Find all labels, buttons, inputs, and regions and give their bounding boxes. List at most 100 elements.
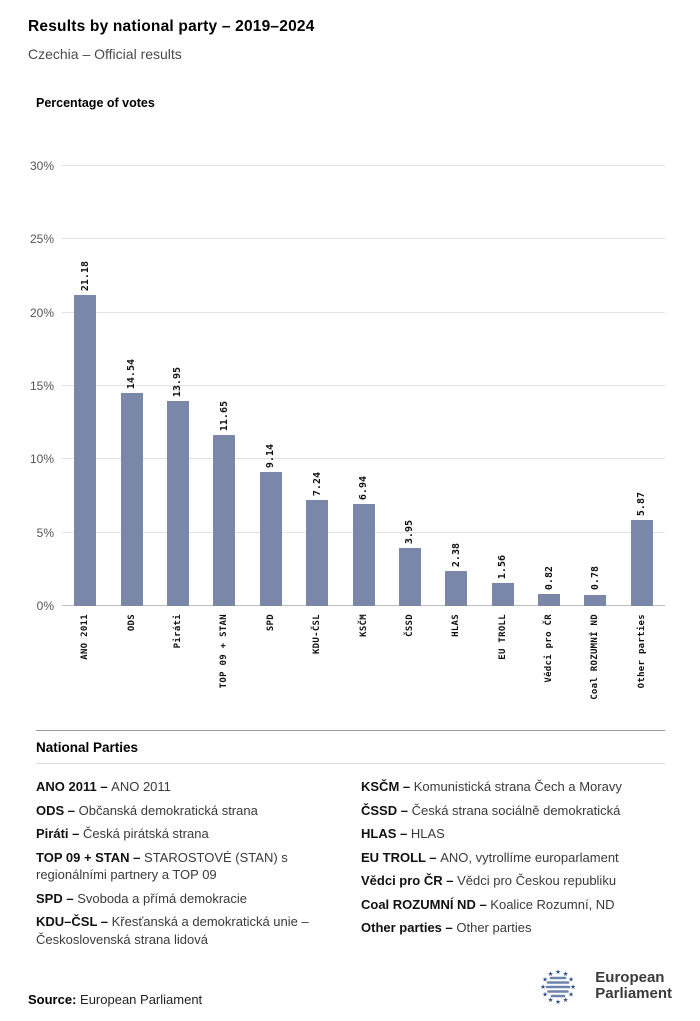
svg-text:★: ★ bbox=[542, 976, 548, 984]
y-tick-label: 20% bbox=[29, 305, 54, 320]
source-value: European Parliament bbox=[80, 992, 203, 1007]
legend-item-abbr: TOP 09 + STAN – bbox=[36, 849, 145, 865]
bar-value-label: 3.95 bbox=[404, 519, 416, 545]
bar bbox=[445, 571, 468, 606]
bar-slot: 13.95 bbox=[155, 166, 201, 606]
legend-item-desc: ANO 2011 bbox=[111, 779, 171, 794]
european-parliament-logo: ★ ★ ★ ★ ★ ★ ★ ★ ★ ★ ★ ★ European Parliam… bbox=[529, 965, 672, 1007]
bar bbox=[630, 519, 653, 606]
legend-item: KSČM – Komunistická strana Čech a Moravy bbox=[361, 778, 665, 796]
plot-area: 21.18 14.54 13.95 11.65 9.14 7.24 6.94 3.95 2.38… bbox=[30, 159, 665, 613]
legend-item: Vědci pro ČR – Vědci pro Českou republik… bbox=[361, 872, 665, 890]
source-note: Source: European Parliament bbox=[28, 992, 202, 1007]
bar-slot: 9.14 bbox=[248, 166, 294, 606]
x-axis-label-cell: HLAS bbox=[433, 606, 479, 730]
legend-column: KSČM – Komunistická strana Čech a Moravy… bbox=[361, 778, 665, 954]
bar-value-label: 21.18 bbox=[79, 261, 91, 292]
page-subtitle: Czechia – Official results bbox=[28, 46, 182, 62]
legend-item-desc: Vědci pro Českou republiku bbox=[457, 873, 617, 889]
legend-item-abbr: Coal ROZUMNÍ ND – bbox=[361, 896, 491, 912]
bar-value-label: 5.87 bbox=[636, 491, 648, 516]
legend-item: Other parties – Other parties bbox=[361, 919, 665, 937]
legend-item-desc: Svoboda a přímá demokracie bbox=[77, 890, 247, 906]
legend-item-abbr: Piráti – bbox=[36, 826, 83, 842]
legend-item: ODS – Občanská demokratická strana bbox=[36, 802, 361, 820]
svg-text:★: ★ bbox=[568, 976, 574, 984]
page-title: Results by national party – 2019–2024 bbox=[28, 18, 315, 35]
x-axis-label-cell: Vědci pro ČR bbox=[526, 606, 572, 730]
svg-text:★: ★ bbox=[555, 968, 561, 976]
bar-value-label: 14.54 bbox=[126, 358, 138, 389]
bar bbox=[584, 594, 607, 606]
svg-text:★: ★ bbox=[540, 983, 546, 991]
bar-value-label: 11.65 bbox=[218, 401, 230, 432]
x-axis-label: Vědci pro ČR bbox=[544, 614, 555, 683]
source-label: Source: bbox=[28, 992, 77, 1007]
legend-item-desc: Křesťanská a demokratická unie – Českosl… bbox=[36, 914, 309, 947]
legend-item-desc: Česká strana sociálně demokratická bbox=[411, 802, 621, 818]
gridline bbox=[62, 385, 665, 386]
legend-item: ANO 2011 – ANO 2011 bbox=[36, 778, 361, 796]
x-axis-label-cell: ČSSD bbox=[387, 606, 433, 730]
legend-item-desc: STAROSTOVÉ (STAN) s regionálními partner… bbox=[36, 849, 288, 883]
bar-value-label: 9.14 bbox=[265, 443, 277, 468]
bar-slot: 6.94 bbox=[340, 166, 386, 606]
x-axis-label: ODS bbox=[126, 614, 137, 632]
y-tick-label: 15% bbox=[29, 379, 54, 393]
x-axis-label: KDU-ČSL bbox=[312, 614, 323, 655]
bar-value-label: 0.82 bbox=[543, 565, 555, 590]
legend-item-abbr: HLAS – bbox=[361, 826, 411, 842]
svg-text:★: ★ bbox=[568, 991, 574, 999]
x-axis-label: ČSSD bbox=[404, 614, 415, 637]
logo-text: European Parliament bbox=[595, 969, 672, 1002]
bar-value-label: 6.94 bbox=[358, 476, 370, 501]
legend-item: SPD – Svoboda a přímá demokracie bbox=[36, 890, 361, 908]
legend-item: Coal ROZUMNÍ ND – Koalice Rozumní, ND bbox=[361, 896, 665, 914]
x-axis-label: EU TROLL bbox=[497, 614, 508, 660]
x-axis-label-cell: TOP 09 + STAN bbox=[201, 606, 247, 730]
x-axis-label-cell: EU TROLL bbox=[480, 606, 526, 730]
x-axis-label-cell: ODS bbox=[108, 606, 154, 730]
bar bbox=[74, 295, 97, 606]
legend-item-desc: Komunistická strana Čech a Moravy bbox=[413, 779, 622, 794]
bar bbox=[213, 435, 236, 606]
x-axis-label: HLAS bbox=[451, 614, 462, 637]
svg-text:★: ★ bbox=[548, 970, 554, 978]
legend-item-abbr: ANO 2011 – bbox=[36, 779, 112, 794]
x-axis-label-cell: KSČM bbox=[340, 606, 386, 730]
x-axis-label-cell: Piráti bbox=[155, 606, 201, 730]
bar bbox=[259, 471, 282, 606]
gridline bbox=[62, 458, 665, 460]
bar bbox=[538, 593, 561, 606]
bar bbox=[352, 504, 375, 606]
legend-item: KDU–ČSL – Křesťanská a demokratická unie… bbox=[36, 913, 361, 948]
chart-title: Percentage of votes bbox=[36, 96, 155, 110]
legend-item-desc: HLAS bbox=[410, 826, 445, 842]
legend-item: ČSSD – Česká strana sociálně demokratick… bbox=[361, 802, 665, 820]
bar bbox=[306, 499, 329, 606]
y-tick-label: 25% bbox=[29, 232, 54, 247]
legend-item-abbr: KSČM – bbox=[361, 779, 414, 794]
bar-value-label: 7.24 bbox=[311, 471, 323, 496]
x-axis-label: SPD bbox=[265, 614, 276, 632]
y-tick-label: 30% bbox=[29, 159, 54, 173]
gridline bbox=[62, 311, 665, 313]
legend-heading: National Parties bbox=[36, 730, 665, 764]
bar-slot: 7.24 bbox=[294, 166, 340, 606]
x-axis-label-cell: Other parties bbox=[619, 606, 665, 730]
bar-value-label: 2.38 bbox=[450, 543, 462, 568]
svg-text:★: ★ bbox=[555, 998, 561, 1006]
legend-item-abbr: EU TROLL – bbox=[361, 849, 441, 865]
x-axis-label-cell: KDU-ČSL bbox=[294, 606, 340, 730]
legend-item-abbr: Vědci pro ČR – bbox=[361, 873, 458, 889]
bar bbox=[491, 583, 514, 606]
x-axis-label: TOP 09 + STAN bbox=[219, 614, 230, 689]
bar-slot: 0.82 bbox=[526, 166, 572, 606]
x-axis-label: KSČM bbox=[358, 614, 369, 637]
legend-item-desc: Česká pirátská strana bbox=[82, 826, 209, 842]
bar-slot: 1.56 bbox=[480, 166, 526, 606]
footer: Source: European Parliament ★ ★ ★ ★ ★ bbox=[28, 965, 672, 1007]
gridline bbox=[62, 165, 665, 166]
bar bbox=[398, 548, 421, 606]
legend-item: HLAS – HLAS bbox=[361, 825, 665, 843]
